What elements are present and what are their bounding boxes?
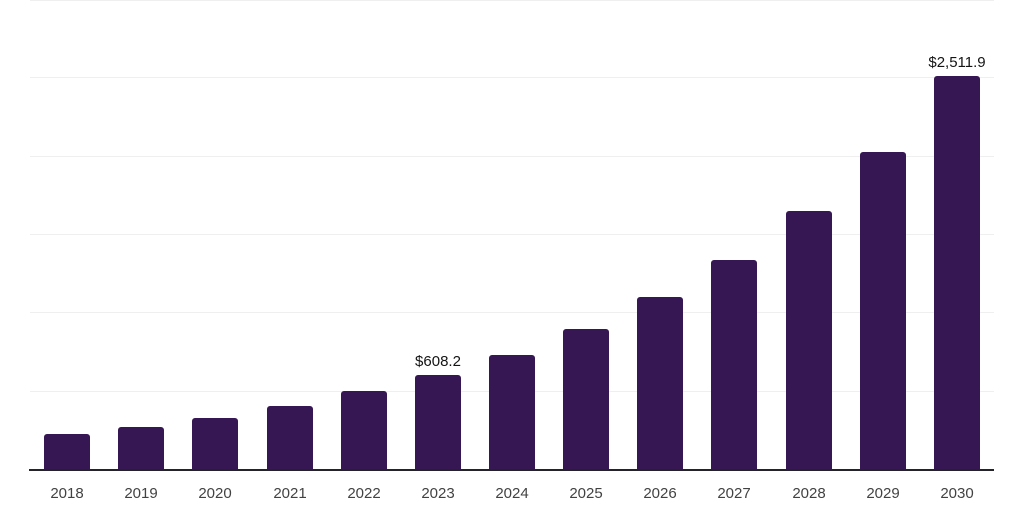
gridline-1000: [30, 312, 994, 313]
x-tick-2022: 2022: [347, 485, 381, 502]
x-tick-2026: 2026: [643, 485, 677, 502]
gridline-1500: [30, 234, 994, 235]
bar-value-label-2030: $2,511.9: [928, 54, 986, 71]
gridline-3000: [30, 0, 994, 1]
x-tick-2027: 2027: [717, 485, 751, 502]
bar-2023: [415, 375, 461, 470]
bar-2025: [563, 329, 609, 470]
bar-2024: [489, 355, 535, 470]
x-tick-2020: 2020: [198, 485, 232, 502]
x-tick-2028: 2028: [792, 485, 826, 502]
x-tick-2024: 2024: [495, 485, 529, 502]
gridline-2500: [30, 77, 994, 78]
bar-value-label-2023: $608.2: [415, 353, 461, 370]
gridline-2000: [30, 156, 994, 157]
x-tick-2019: 2019: [124, 485, 158, 502]
x-tick-2021: 2021: [273, 485, 307, 502]
bar-2020: [192, 418, 238, 470]
bar-2018: [44, 434, 90, 470]
x-tick-2018: 2018: [50, 485, 84, 502]
x-axis-line: [29, 469, 994, 471]
bar-2021: [267, 406, 313, 470]
bar-2029: [860, 152, 906, 470]
x-tick-2025: 2025: [569, 485, 603, 502]
x-tick-2030: 2030: [940, 485, 974, 502]
bar-2019: [118, 427, 164, 470]
bar-2030: [934, 76, 980, 470]
bar-2022: [341, 391, 387, 470]
bar-2027: [711, 260, 757, 470]
bar-2026: [637, 297, 683, 470]
x-tick-2029: 2029: [866, 485, 900, 502]
bar-2028: [786, 211, 832, 470]
x-tick-2023: 2023: [421, 485, 455, 502]
